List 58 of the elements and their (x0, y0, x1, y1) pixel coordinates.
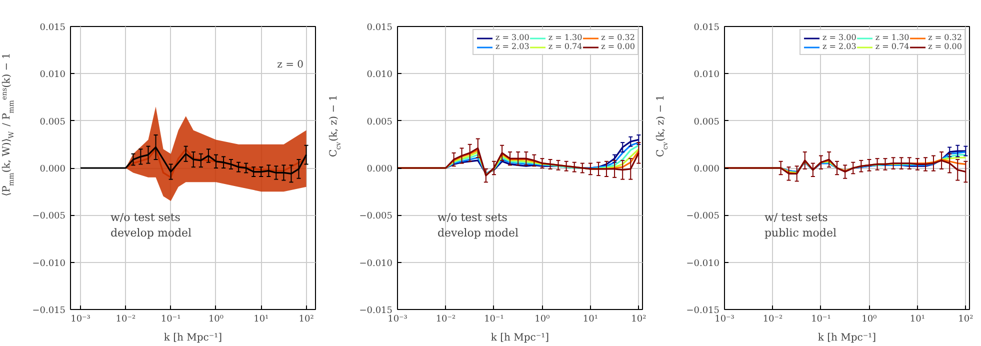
annotation: z = 0 (277, 60, 304, 70)
x-tick-label: 10⁰ (862, 314, 878, 324)
y-tick-label: 0.010 (366, 70, 393, 80)
x-tick-label: 10⁻² (436, 314, 456, 324)
x-axis-title: k [h Mpc⁻¹] (490, 332, 550, 344)
x-tick-label: 10⁰ (208, 314, 224, 324)
x-tick-label: 10² (958, 314, 974, 324)
x-tick-label: 10⁻² (762, 314, 784, 324)
x-tick-label: 10⁻² (116, 314, 136, 324)
legend-label: z = 2.03 (822, 42, 856, 51)
x-tick-label: 10¹ (254, 314, 269, 324)
legend-label: z = 0.74 (548, 42, 582, 51)
y-tick-label: −0.015 (32, 306, 66, 316)
y-tick-label: 0.010 (40, 70, 66, 80)
x-tick-label: 10⁻¹ (484, 314, 504, 324)
y-tick-label: −0.010 (32, 258, 66, 269)
y-tick-label: 0.000 (40, 164, 66, 174)
x-tick-label: 10¹ (582, 314, 598, 324)
y-tick-label: 0.015 (40, 23, 66, 33)
y-tick-label: 0.015 (366, 23, 393, 33)
y-tick-label: 0.005 (40, 117, 66, 128)
x-axis-title: k [h Mpc⁻¹] (818, 332, 876, 344)
legend-label: z = 0.32 (601, 33, 635, 42)
legend-label: z = 0.00 (928, 42, 962, 51)
y-tick-label: 0.000 (366, 164, 393, 174)
x-tick-label: 10² (631, 314, 647, 324)
legend-label: z = 1.30 (548, 33, 582, 42)
y-tick-label: −0.010 (359, 258, 393, 269)
x-tick-label: 10¹ (910, 314, 925, 324)
x-tick-label: 10⁻¹ (811, 314, 831, 324)
annotation: w/o test sets develop model (110, 210, 192, 240)
y-tick-label: −0.015 (359, 306, 393, 316)
x-tick-label: 10⁻¹ (160, 314, 181, 324)
legend-label: z = 0.74 (875, 42, 910, 51)
y-tick-label: 0.010 (694, 70, 720, 80)
x-tick-label: 10⁰ (534, 314, 550, 324)
y-tick-label: 0.015 (694, 23, 720, 33)
annotation: w/o test sets develop model (438, 210, 520, 240)
y-tick-label: 0.005 (694, 117, 720, 128)
legend-label: z = 2.03 (496, 42, 530, 51)
legend-label: z = 0.32 (928, 33, 962, 42)
legend-label: z = 0.00 (601, 42, 635, 51)
legend-label: z = 3.00 (822, 33, 856, 42)
x-axis-title: k [h Mpc⁻¹] (164, 332, 222, 344)
y-tick-label: 0.005 (366, 117, 393, 128)
x-tick-label: 10⁻³ (714, 314, 735, 324)
x-tick-label: 10⁻³ (70, 314, 91, 324)
annotation: w/ test sets public model (764, 210, 837, 240)
y-tick-label: −0.005 (32, 212, 66, 222)
x-tick-label: 10² (298, 314, 314, 324)
y-tick-label: −0.005 (359, 212, 393, 222)
y-tick-label: −0.005 (686, 212, 720, 222)
y-tick-label: −0.015 (686, 306, 720, 316)
y-tick-label: 0.000 (694, 164, 720, 174)
y-tick-label: −0.010 (686, 258, 720, 269)
legend-label: z = 3.00 (496, 33, 530, 42)
x-tick-label: 10⁻³ (388, 314, 408, 324)
legend-label: z = 1.30 (875, 33, 910, 42)
